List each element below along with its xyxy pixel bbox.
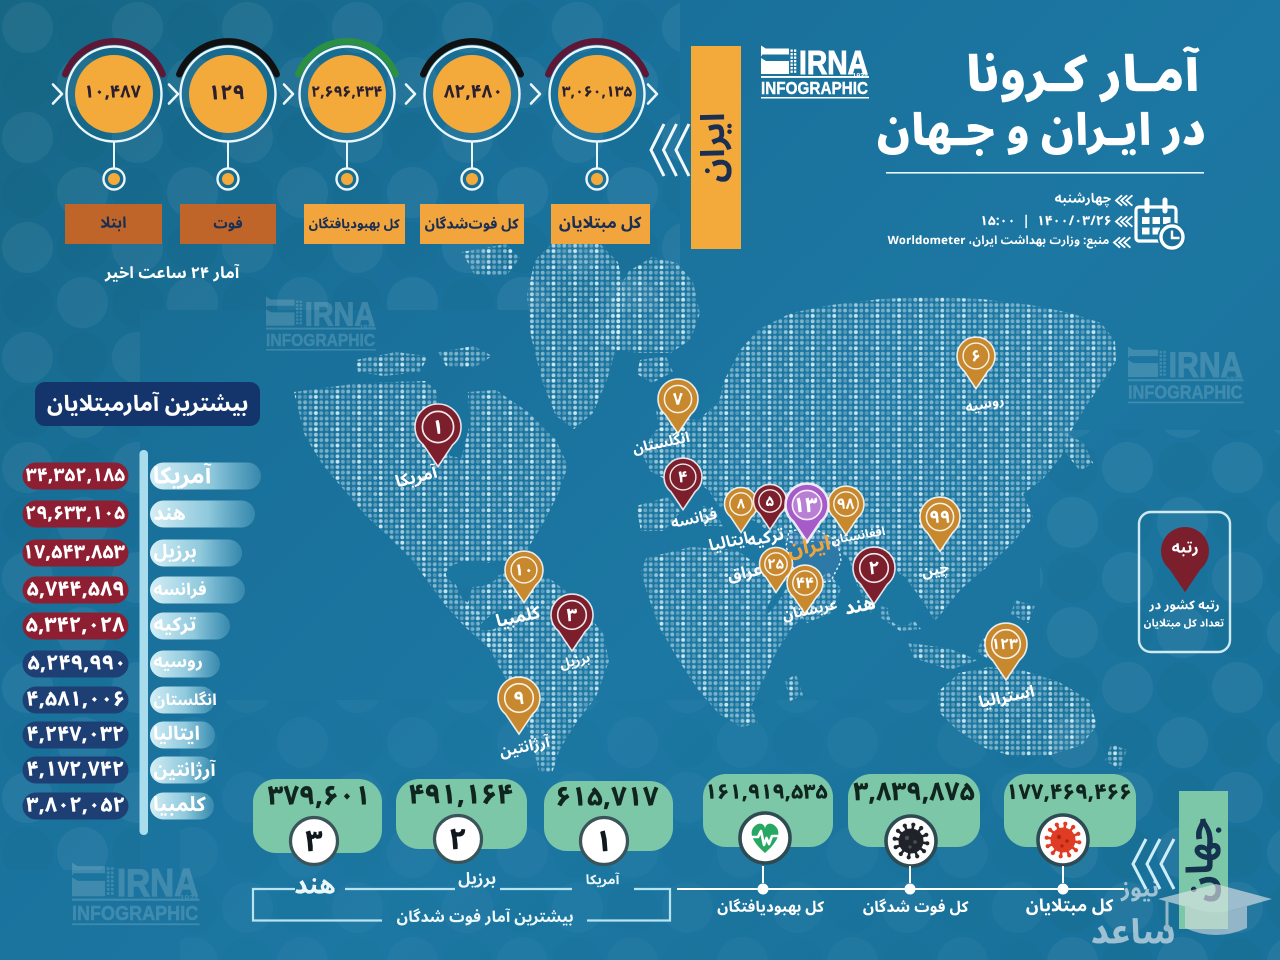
svg-text:1934: 1934 [180, 894, 199, 903]
svg-text:INFOGRAPHIC: INFOGRAPHIC [266, 330, 375, 350]
svg-text:IRNA: IRNA [799, 44, 868, 81]
svg-text:INFOGRAPHIC: INFOGRAPHIC [72, 902, 198, 925]
svg-text:INFOGRAPHIC: INFOGRAPHIC [1128, 381, 1242, 402]
svg-text:IRNA: IRNA [1169, 346, 1243, 385]
svg-text:IRNA: IRNA [117, 862, 198, 905]
svg-text:1934: 1934 [1226, 374, 1243, 383]
svg-text:1934: 1934 [359, 324, 375, 332]
svg-text:INFOGRAPHIC: INFOGRAPHIC [761, 78, 868, 98]
svg-text:IRNA: IRNA [305, 297, 375, 334]
